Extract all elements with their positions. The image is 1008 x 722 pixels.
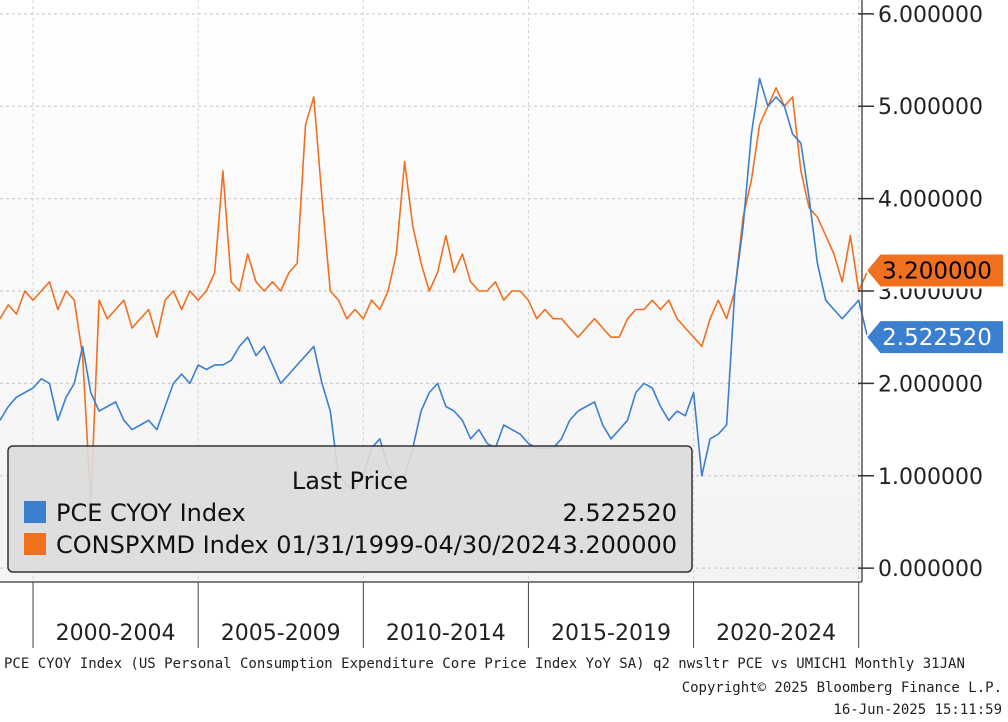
y-tick-label: 4.000000 [878,188,983,213]
x-category-label: 2010-2014 [386,621,506,646]
series-line-conspxmd [0,87,868,505]
legend-value-pce: 2.522520 [562,499,677,527]
x-category-label: 2005-2009 [221,621,341,646]
footer-description: PCE CYOY Index (US Personal Consumption … [4,656,965,672]
y-tick-label: 5.000000 [878,95,983,120]
category-dividers [32,0,860,582]
y-tick-label: 6.000000 [878,3,983,28]
footer-copyright: Copyright© 2025 Bloomberg Finance L.P. [682,680,1002,696]
footer-timestamp: 16-Jun-2025 15:11:59 [833,702,1002,718]
last-price-value-conspxmd: 3.200000 [882,259,992,285]
last-price-tag-pce [864,319,1005,356]
legend-swatch-pce [24,501,46,523]
legend-swatch-conspxmd [24,533,46,555]
last-price-tag-conspxmd [864,252,1005,289]
y-tick-label: 2.000000 [878,372,983,397]
x-axis-categories: 2000-2004 2005-2009 2010-2014 2015-2019 2020… [32,582,860,648]
legend-label-pce: PCE CYOY Index [56,499,246,527]
series-line-pce [0,77,868,491]
y-tick-label: 1.000000 [878,465,983,490]
last-price-tags: 2.522520 3.200000 [864,252,1005,356]
legend: Last Price PCE CYOY Index 2.522520 CONSP… [7,445,693,573]
legend-title: Last Price [292,467,408,495]
x-category-label: 2020-2024 [716,621,836,646]
legend-box [7,445,693,573]
x-category-label: 2015-2019 [551,621,671,646]
y-tick-label: 0.000000 [878,557,983,582]
series-layer [0,77,868,505]
legend-value-conspxmd: 3.200000 [562,531,677,559]
y-axis-ticks: 0.0000001.0000002.0000003.0000004.000000… [858,3,983,582]
last-price-value-pce: 2.522520 [882,325,992,351]
x-category-label: 2000-2004 [56,621,176,646]
legend-label-conspxmd: CONSPXMD Index 01/31/1999-04/30/2024 [56,531,562,559]
